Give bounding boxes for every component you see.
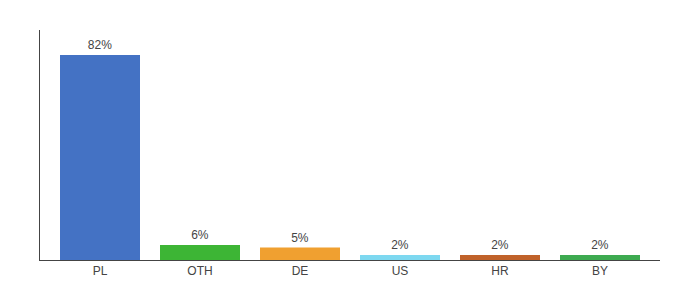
svg-text:5%: 5% — [291, 231, 309, 245]
svg-text:US: US — [392, 264, 409, 278]
svg-text:PL: PL — [93, 264, 108, 278]
svg-text:82%: 82% — [88, 38, 112, 52]
svg-text:HR: HR — [491, 264, 509, 278]
svg-text:2%: 2% — [591, 238, 609, 252]
svg-text:6%: 6% — [191, 228, 209, 242]
svg-text:BY: BY — [592, 264, 608, 278]
svg-text:2%: 2% — [491, 238, 509, 252]
svg-text:OTH: OTH — [187, 264, 212, 278]
svg-text:2%: 2% — [391, 238, 409, 252]
svg-text:DE: DE — [292, 264, 309, 278]
